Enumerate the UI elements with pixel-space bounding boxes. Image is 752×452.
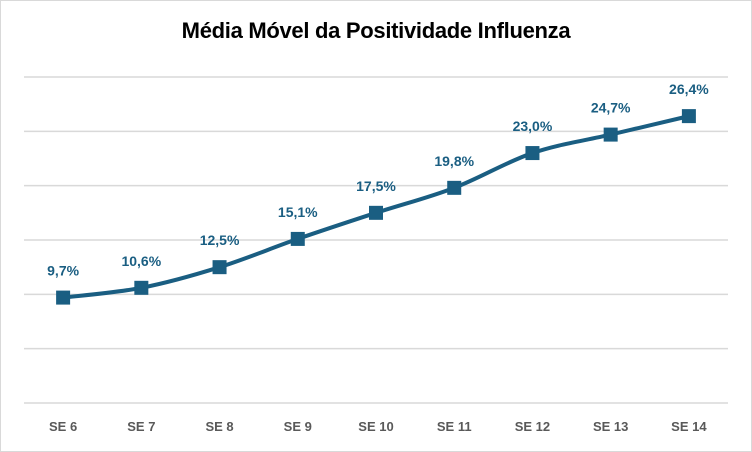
data-point-marker: [681, 109, 696, 124]
data-label: 12,5%: [200, 232, 240, 248]
data-label: 17,5%: [356, 178, 396, 194]
data-point-marker: [290, 231, 305, 246]
chart-title: Média Móvel da Positividade Influenza: [181, 18, 571, 43]
data-labels: 9,7% 10,6% 12,5% 15,1% 17,5% 19,8% 23,0% 24,7% 2…: [47, 81, 709, 278]
x-tick-label: SE 9: [284, 419, 312, 434]
data-point-marker: [212, 260, 227, 275]
x-tick-label: SE 10: [358, 419, 393, 434]
x-tick-label: SE 8: [205, 419, 233, 434]
data-label: 19,8%: [434, 153, 474, 169]
x-axis-ticks: SE 6 SE 7 SE 8 SE 9 SE 10 SE 11 SE 12 SE 13 SE 1…: [49, 419, 707, 434]
x-tick-label: SE 14: [671, 419, 707, 434]
x-tick-label: SE 7: [127, 419, 155, 434]
gridlines: [24, 76, 728, 404]
x-tick-label: SE 12: [515, 419, 550, 434]
data-point-marker: [447, 180, 462, 195]
data-point-marker: [525, 146, 540, 161]
data-label: 15,1%: [278, 204, 318, 220]
data-point-marker: [603, 127, 618, 142]
data-label: 24,7%: [591, 100, 631, 116]
data-label: 9,7%: [47, 263, 79, 279]
x-tick-label: SE 6: [49, 419, 77, 434]
data-label: 10,6%: [121, 253, 161, 269]
data-label: 23,0%: [513, 118, 553, 134]
data-label: 26,4%: [669, 81, 709, 97]
x-tick-label: SE 11: [437, 419, 472, 434]
data-point-marker: [369, 205, 383, 220]
series-markers: [56, 109, 696, 305]
x-tick-label: SE 13: [593, 419, 628, 434]
data-point-marker: [56, 290, 71, 305]
data-point-marker: [134, 280, 149, 295]
